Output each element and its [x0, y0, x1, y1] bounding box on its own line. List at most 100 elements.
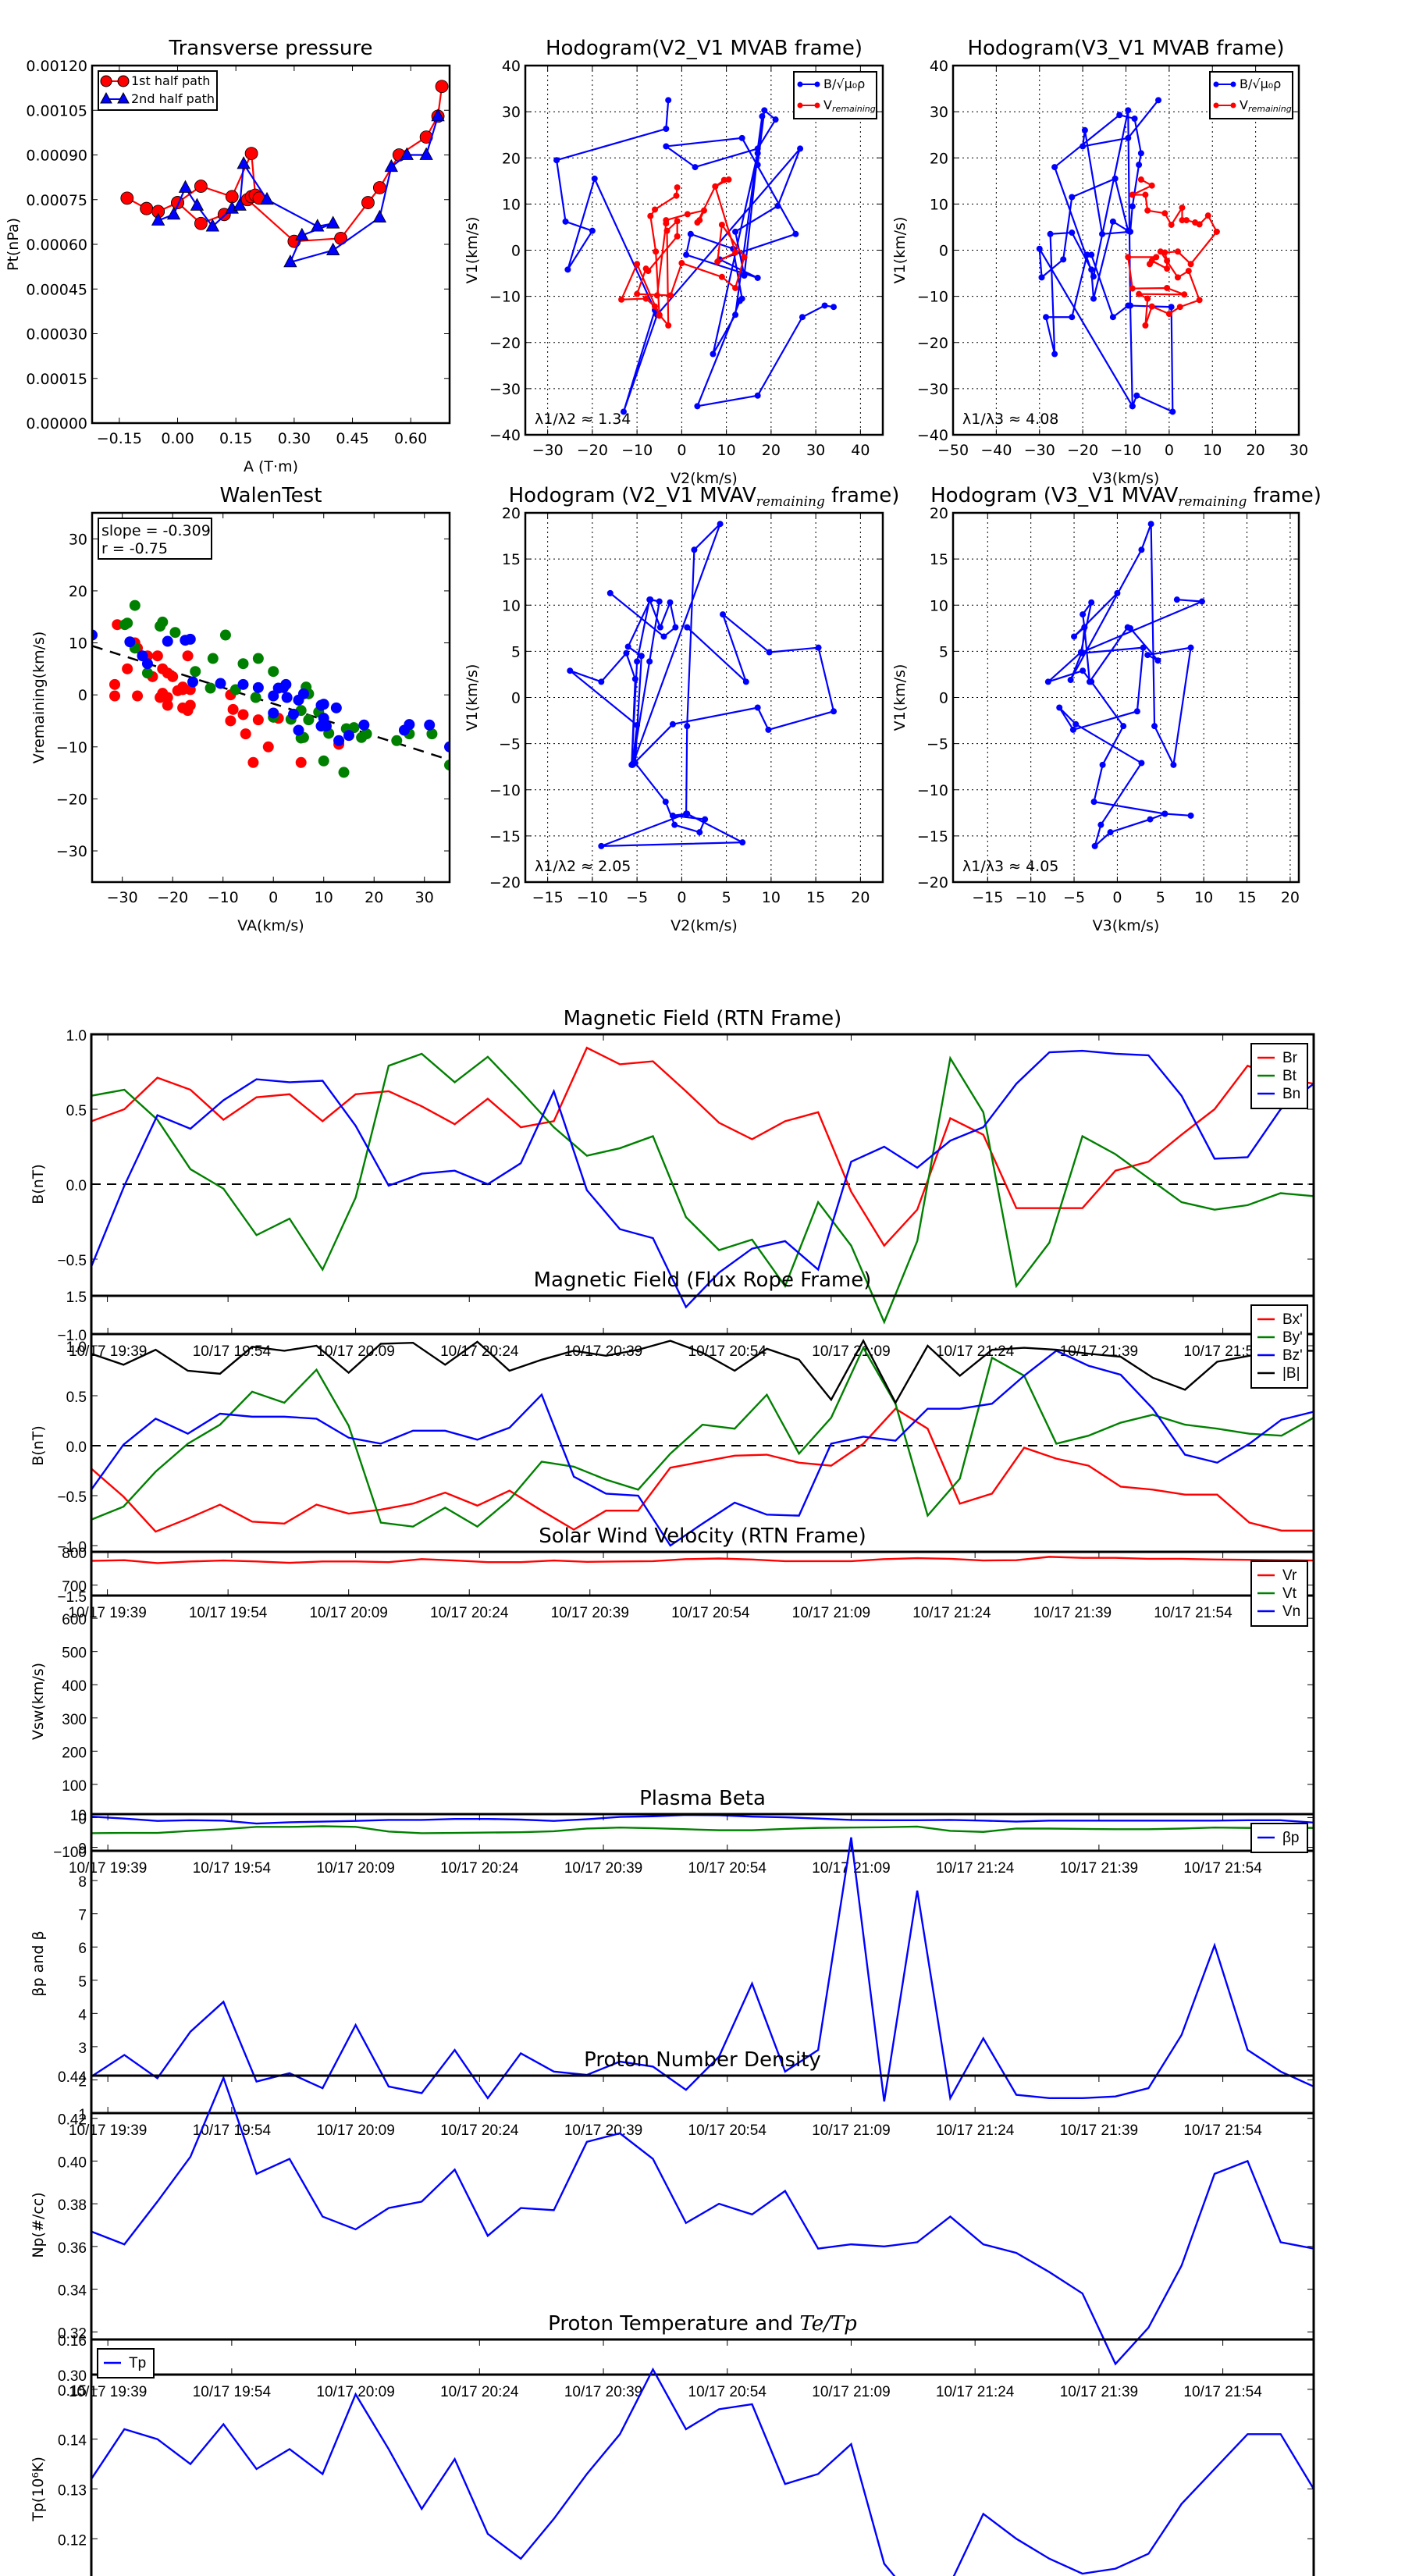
y-tick-label: −15 [917, 828, 948, 845]
data-point [717, 521, 724, 528]
data-point [1204, 212, 1211, 219]
legend-marker [100, 91, 112, 104]
data-point [162, 635, 173, 647]
chart-mag_rtn: Magnetic Field (RTN Frame) 10/17 19:39 10/… [30, 1007, 1315, 1360]
x-tick-label: −15 [972, 889, 1003, 906]
data-point [233, 197, 247, 211]
x-tick-label: 20 [762, 442, 781, 459]
series-line-np [91, 2076, 1314, 2366]
data-point [1155, 97, 1162, 104]
data-point [702, 816, 709, 823]
y-tick-label: 5 [511, 643, 521, 660]
annotation-text: λ1/λ3 ≈ 4.08 [962, 411, 1058, 428]
data-point [1090, 295, 1097, 302]
data-point [1109, 218, 1116, 225]
y-axis-label: V1(km/s) [464, 217, 481, 284]
data-point [205, 219, 219, 232]
x-tick-label: 5 [722, 889, 731, 906]
plot-frame [91, 511, 451, 884]
data-point [318, 755, 329, 767]
y-axis-label: V1(km/s) [891, 217, 909, 284]
x-tick-label: 10/17 20:54 [671, 1605, 750, 1621]
data-point [237, 156, 251, 169]
chart-title: Plasma Beta [639, 1787, 766, 1810]
y-tick-label: −30 [56, 843, 87, 860]
data-point [303, 714, 315, 726]
data-point [151, 650, 163, 662]
data-point [623, 649, 630, 656]
data-point [435, 80, 449, 94]
legend-marker [797, 102, 803, 109]
data-point [598, 678, 605, 685]
y-axis-label: Vremaining(km/s) [30, 632, 48, 764]
chart-mag_fr: Magnetic Field (Flux Rope Frame) 10/17 19… [30, 1268, 1315, 1621]
data-point [194, 180, 208, 193]
plot-area [91, 2076, 1314, 2366]
data-point [642, 265, 649, 272]
x-tick-label: 10/17 20:24 [440, 2122, 519, 2139]
data-point [281, 692, 293, 703]
y-tick-label: −30 [489, 381, 521, 398]
y-tick-label: −10 [917, 782, 948, 799]
data-point [120, 191, 134, 205]
y-tick-label: 20 [502, 505, 521, 522]
data-point [1137, 150, 1144, 157]
data-point [1181, 291, 1188, 298]
data-point [1147, 521, 1154, 528]
data-point [330, 702, 342, 713]
x-tick-label: 10/17 21:24 [936, 1860, 1015, 1877]
legend-box [1250, 1304, 1308, 1389]
y-tick-label: −1.0 [57, 1328, 87, 1344]
y-tick-label: 6 [78, 1941, 87, 1957]
y-tick-label: −10 [917, 289, 948, 306]
x-tick-label: 10/17 21:39 [1060, 2122, 1138, 2139]
data-point [1140, 644, 1147, 651]
y-tick-label: 0.5 [66, 1389, 87, 1406]
data-point [831, 304, 838, 311]
data-point [311, 219, 325, 232]
x-tick-label: −50 [937, 442, 969, 459]
data-point [361, 728, 372, 740]
y-tick-label: −20 [56, 791, 87, 808]
data-point [710, 350, 717, 358]
chart-transverse: Transverse pressure −0.15 0.00 0.15 0.30 0.45… [5, 37, 451, 475]
data-point [169, 627, 181, 639]
y-tick-label: 100 [62, 1778, 87, 1795]
x-tick-label: 10/17 21:39 [1033, 1605, 1112, 1621]
y-tick-label: 0.32 [58, 2325, 87, 2342]
y-tick-label: −20 [489, 874, 521, 891]
x-tick-label: 10 [762, 889, 781, 906]
data-point [92, 629, 98, 641]
y-tick-label: 1.0 [66, 1340, 87, 1356]
data-point [122, 617, 133, 629]
y-tick-label: 0 [78, 687, 87, 704]
series-line-bz [91, 1350, 1314, 1547]
data-point [384, 158, 398, 173]
chart-hodo_v2v1_mvav: Hodogram (V2_V1 MVAVremaining frame)−15−… [464, 484, 899, 934]
chart-beta: Plasma Beta 10/17 19:39 10/17 19:54 10/17 2… [30, 1787, 1315, 2139]
y-tick-label: 0 [511, 243, 521, 260]
data-point [1174, 248, 1181, 255]
series-line-bn [91, 1049, 1314, 1309]
y-tick-label: 15 [930, 551, 948, 568]
x-tick-label: 30 [806, 442, 825, 459]
y-axis-label: V1(km/s) [891, 664, 909, 731]
data-point [1088, 599, 1095, 606]
y-tick-label: 10 [502, 196, 521, 213]
data-point [1136, 290, 1143, 297]
data-point [618, 296, 625, 303]
y-tick-label: 0 [78, 1811, 87, 1827]
data-point [591, 175, 598, 182]
x-tick-label: 10/17 21:54 [1183, 1343, 1262, 1360]
data-point [1067, 677, 1074, 684]
data-point [672, 624, 679, 631]
annotation-text: λ1/λ2 ≈ 1.34 [535, 411, 631, 428]
chart-title: Hodogram (V2_V1 MVAVremaining frame) [509, 484, 900, 510]
y-axis-label: Vsw(km/s) [30, 1663, 47, 1740]
y-tick-label: −5 [499, 736, 521, 753]
x-tick-label: 30 [415, 889, 434, 906]
data-point [1148, 182, 1155, 189]
legend-marker [797, 81, 803, 87]
data-point [663, 126, 670, 133]
